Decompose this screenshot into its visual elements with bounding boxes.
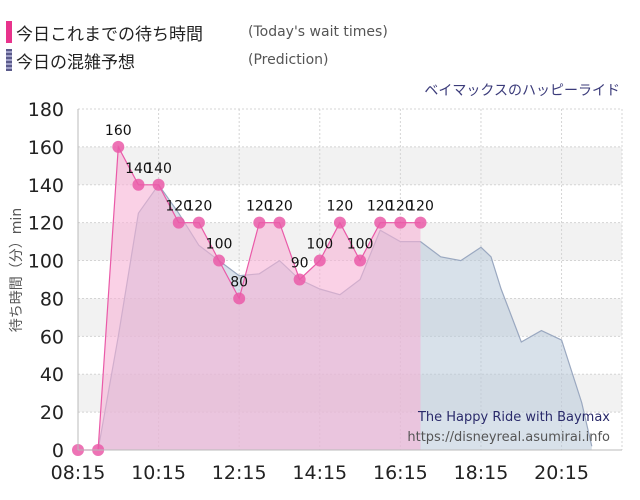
legend-today-title: 今日これまでの待ち時間 (16, 24, 203, 45)
legend-prediction-swatch (6, 49, 12, 71)
y-tick-label: 80 (40, 288, 64, 310)
today-line (78, 144, 421, 451)
data-label: 90 (291, 256, 309, 272)
ride-name: ベイマックスのハッピーライド (424, 83, 620, 99)
today-series (72, 140, 427, 456)
x-tick-label: 08:15 (51, 462, 106, 484)
data-label: 100 (206, 237, 233, 253)
y-tick-label: 180 (28, 99, 64, 121)
watermark-title: The Happy Ride with Baymax (417, 410, 610, 425)
today-point (253, 216, 266, 229)
today-point (293, 273, 306, 286)
data-label: 120 (266, 199, 293, 215)
plot-band (78, 146, 622, 185)
x-tick-label: 20:15 (534, 462, 589, 484)
today-point (313, 254, 326, 267)
today-point (233, 292, 246, 305)
data-label: 120 (327, 199, 354, 215)
legend-prediction-title: 今日の混雑予想 (16, 52, 135, 73)
axes: 0 20 40 60 80 100 120 140 160 180 08:15 10:15 12:15 1… (28, 99, 622, 484)
x-tick-label: 10:15 (131, 462, 186, 484)
x-tick-label: 18:15 (454, 462, 509, 484)
data-label: 160 (105, 123, 132, 139)
y-tick-label: 140 (28, 175, 64, 197)
data-label: 120 (246, 199, 273, 215)
data-label: 120 (165, 199, 192, 215)
today-point (333, 216, 346, 229)
today-point (394, 216, 407, 229)
today-point (132, 178, 145, 191)
legend-prediction: 今日の混雑予想 (Prediction) (6, 48, 329, 73)
today-area (78, 146, 421, 450)
data-label: 140 (125, 161, 152, 177)
watermark-url: https://disneyreal.asumirai.info (407, 430, 610, 445)
data-label: 120 (387, 199, 414, 215)
data-label: 100 (347, 237, 374, 253)
data-label: 120 (186, 199, 213, 215)
y-tick-label: 60 (40, 326, 64, 348)
y-tick-label: 120 (28, 213, 64, 235)
data-label: 140 (145, 161, 172, 177)
y-tick-label: 100 (28, 251, 64, 273)
today-point (414, 216, 427, 229)
data-label: 120 (407, 199, 434, 215)
data-label: 100 (306, 237, 333, 253)
today-point (213, 254, 226, 267)
legend-today-swatch (6, 21, 12, 43)
x-tick-label: 14:15 (292, 462, 347, 484)
data-label: 120 (367, 199, 394, 215)
legend-today-subtitle: (Today's wait times) (248, 24, 388, 40)
today-point (374, 216, 387, 229)
today-point (172, 216, 185, 229)
x-tick-label: 16:15 (373, 462, 428, 484)
today-point (192, 216, 205, 229)
plot-band (78, 109, 622, 147)
x-tick-label: 12:15 (212, 462, 267, 484)
y-tick-label: 160 (28, 137, 64, 159)
today-point (112, 140, 125, 153)
legend-prediction-subtitle: (Prediction) (248, 52, 329, 68)
data-labels: 1601401401201201008012012090100120100120… (105, 123, 434, 291)
legend-today: 今日これまでの待ち時間 (Today's wait times) (6, 20, 388, 45)
today-point (273, 216, 286, 229)
data-label: 80 (230, 274, 248, 290)
today-point (354, 254, 367, 267)
y-axis-label: 待ち時間（分）min (9, 208, 25, 332)
today-point (152, 178, 165, 191)
y-tick-label: 0 (52, 440, 64, 462)
y-tick-label: 40 (40, 364, 64, 386)
y-tick-label: 20 (40, 402, 64, 424)
